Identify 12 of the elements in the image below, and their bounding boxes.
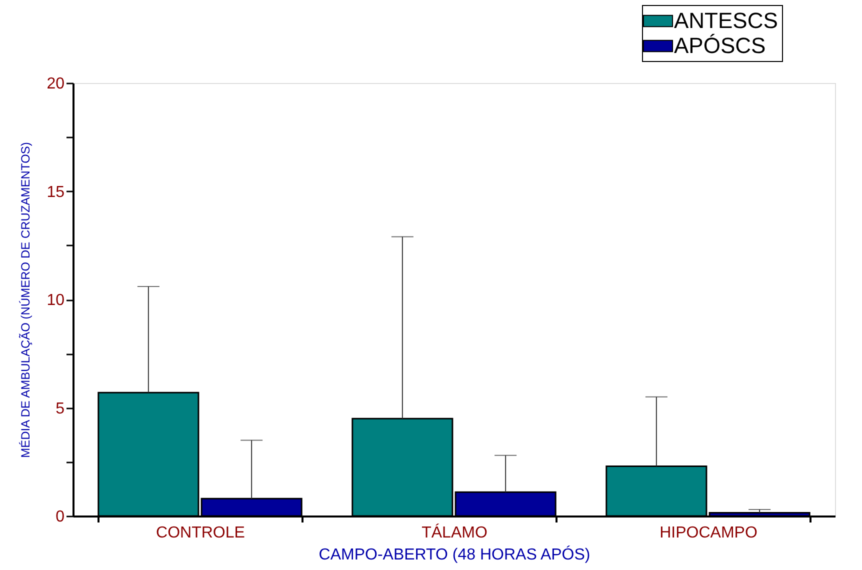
x-tick-label: HIPOCAMPO (660, 524, 758, 542)
y-tick-label: 5 (56, 400, 65, 418)
y-axis-title: MÉDIA DE AMBULAÇÃO (NÚMERO DE CRUZAMENTOS) (18, 142, 33, 458)
y-tick-label: 10 (46, 292, 65, 309)
x-axis-title: CAMPO-ABERTO (48 HORAS APÓS) (318, 546, 590, 564)
y-tick-label: 20 (46, 76, 65, 92)
legend-label: APÓSCS (674, 33, 766, 58)
y-tick-label: 15 (46, 184, 65, 201)
legend-label: ANTESCS (674, 8, 778, 33)
x-tick-label: CONTROLE (156, 524, 245, 542)
x-tick-label: TÁLAMO (422, 524, 488, 542)
y-tick-label: 0 (56, 508, 65, 526)
